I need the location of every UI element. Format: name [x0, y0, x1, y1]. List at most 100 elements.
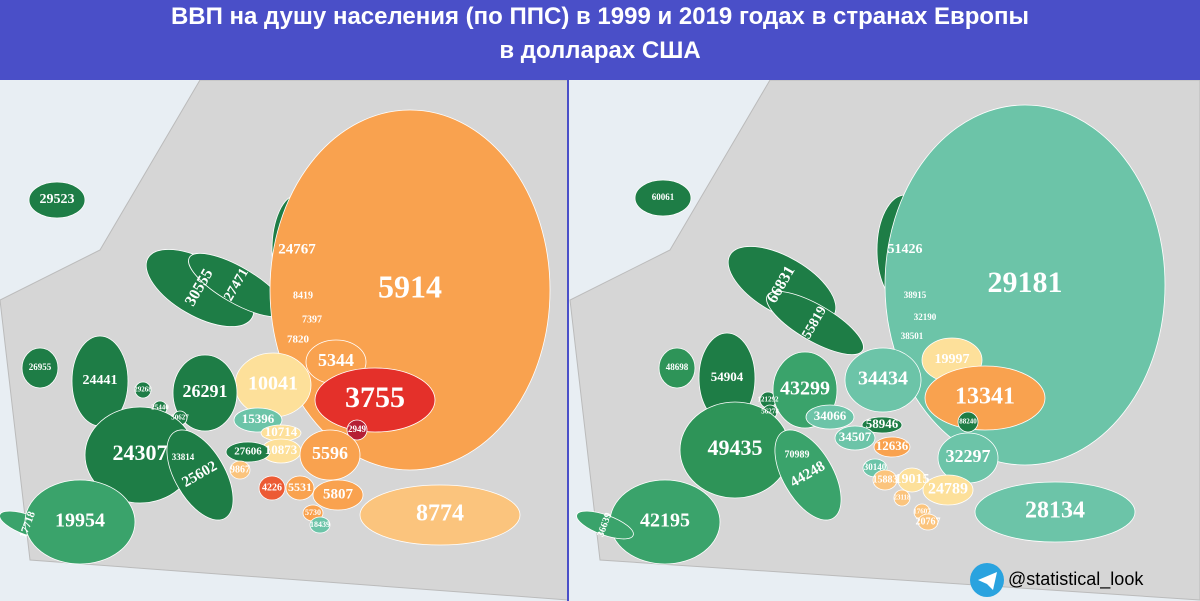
country — [844, 347, 922, 413]
country — [897, 467, 927, 493]
country-value: 29523 — [40, 192, 75, 207]
country-value: 49435 — [708, 435, 763, 460]
country — [225, 441, 271, 463]
country — [834, 425, 876, 451]
country-value: 29181 — [988, 266, 1063, 299]
country-value: 18439 — [310, 520, 330, 529]
country-value: 29268 — [134, 386, 152, 394]
country — [309, 516, 331, 534]
country — [285, 475, 315, 501]
country — [893, 489, 911, 507]
country-value: 38501 — [901, 331, 924, 341]
country — [974, 481, 1136, 543]
telegram-plane — [978, 572, 997, 590]
watermark: @statistical_look — [1008, 569, 1144, 590]
country-value: 50627 — [171, 414, 189, 422]
country — [658, 347, 696, 389]
country — [24, 479, 136, 565]
country-value: 4226 — [262, 482, 282, 493]
country-value: 5344 — [318, 350, 354, 370]
title-line: в долларах США — [499, 37, 701, 64]
country — [172, 354, 238, 432]
country — [576, 510, 634, 540]
country-value: 38915 — [904, 290, 927, 300]
country-value: 121292 — [758, 396, 780, 404]
country-value: 24767 — [278, 241, 316, 257]
country-value: 30140 — [864, 462, 887, 472]
country-value: 28134 — [1025, 498, 1085, 524]
country — [917, 513, 939, 531]
country-value: 17607 — [913, 508, 931, 516]
country — [359, 484, 521, 546]
country — [805, 404, 855, 430]
country-value: 43299 — [780, 378, 830, 400]
country — [299, 429, 361, 481]
country — [872, 469, 898, 491]
country-value: 5730 — [305, 508, 321, 517]
country — [258, 475, 286, 501]
country — [924, 365, 1046, 431]
country-value: 48698 — [666, 362, 689, 372]
country-value: 32297 — [946, 446, 991, 466]
country-value: 27606 — [234, 446, 262, 458]
country-value: 19954 — [55, 510, 105, 532]
country — [346, 419, 368, 441]
country-value: 24789 — [928, 481, 968, 498]
country-value: 5914 — [378, 268, 442, 304]
country-value: 25440 — [151, 404, 169, 412]
country-value: 19015 — [895, 472, 930, 487]
country — [774, 429, 842, 521]
country-value: 34434 — [858, 368, 908, 390]
country — [229, 460, 251, 480]
country — [21, 347, 59, 389]
country — [922, 474, 974, 506]
country-value: 5596 — [312, 443, 348, 463]
country-value: 51426 — [888, 242, 923, 257]
country — [861, 416, 903, 434]
country-value: 10873 — [265, 442, 298, 457]
country-value: 7820 — [287, 334, 310, 346]
country-value: 10714 — [265, 424, 298, 439]
country-value: 19997 — [935, 352, 970, 367]
country-value: 26291 — [183, 381, 228, 401]
country-value: 23118 — [893, 494, 911, 502]
country-value: 26955 — [29, 362, 52, 372]
country-value: 3755 — [345, 381, 405, 414]
country-value: 10041 — [248, 373, 298, 395]
country-value: 8419 — [293, 290, 313, 301]
country — [312, 479, 364, 511]
country — [766, 290, 864, 356]
country — [634, 179, 692, 217]
country — [873, 436, 911, 458]
country-value: 58946 — [866, 416, 899, 431]
country — [957, 411, 979, 433]
country-value: 20767 — [916, 516, 941, 527]
country-value: 24307 — [113, 440, 168, 465]
country-value: 54904 — [711, 369, 744, 384]
country-value: 9867 — [230, 464, 250, 475]
country — [28, 181, 86, 219]
country-value: 34066 — [814, 408, 847, 423]
country-value: 33814 — [172, 452, 195, 462]
header: ВВП на душу населения (по ППС) в 1999 и … — [0, 0, 1200, 80]
country-value: 88240 — [959, 418, 977, 426]
country-value: 7397 — [302, 314, 322, 325]
country-value: 5807 — [323, 486, 354, 502]
country-value: 42195 — [640, 510, 690, 532]
country-value: 13341 — [955, 384, 1015, 410]
country-value: 56278 — [761, 408, 779, 416]
country — [134, 381, 152, 399]
country-value: 12636 — [876, 438, 909, 453]
country — [166, 429, 234, 521]
country-value: 5531 — [288, 480, 312, 494]
country-value: 15883 — [873, 474, 898, 485]
country-value: 70989 — [785, 449, 810, 460]
country-value: 24441 — [83, 373, 118, 388]
country-value: 2949 — [348, 424, 367, 434]
title-line: ВВП на душу населения (по ППС) в 1999 и … — [170, 3, 1030, 30]
country-value: 15396 — [242, 411, 275, 426]
country — [314, 367, 436, 433]
country-value: 8774 — [416, 501, 464, 527]
